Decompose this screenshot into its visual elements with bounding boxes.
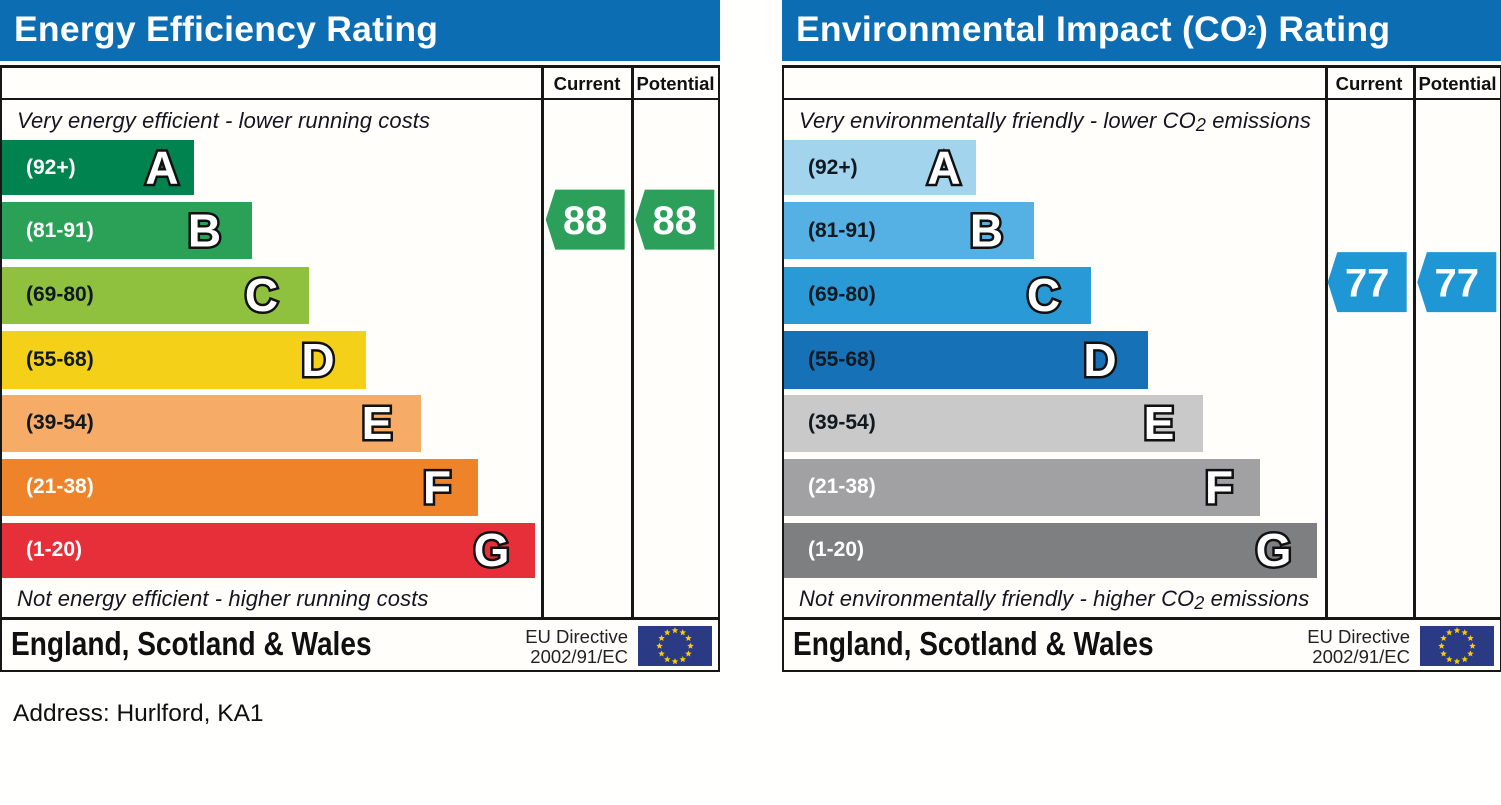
svg-text:F: F (423, 461, 451, 513)
svg-text:D: D (301, 334, 334, 386)
svg-text:77: 77 (1435, 261, 1480, 305)
svg-text:88: 88 (563, 199, 608, 243)
svg-text:D: D (1083, 334, 1116, 386)
svg-text:88: 88 (653, 199, 698, 243)
svg-text:E: E (362, 397, 393, 449)
svg-text:77: 77 (1345, 261, 1390, 305)
svg-text:G: G (1256, 524, 1292, 576)
svg-text:C: C (245, 269, 278, 321)
svg-text:G: G (474, 524, 510, 576)
svg-text:A: A (927, 141, 960, 193)
svg-text:B: B (970, 204, 1003, 256)
svg-text:C: C (1027, 269, 1060, 321)
svg-text:F: F (1205, 461, 1233, 513)
svg-text:E: E (1144, 397, 1175, 449)
svg-text:A: A (145, 141, 178, 193)
svg-text:B: B (188, 204, 221, 256)
